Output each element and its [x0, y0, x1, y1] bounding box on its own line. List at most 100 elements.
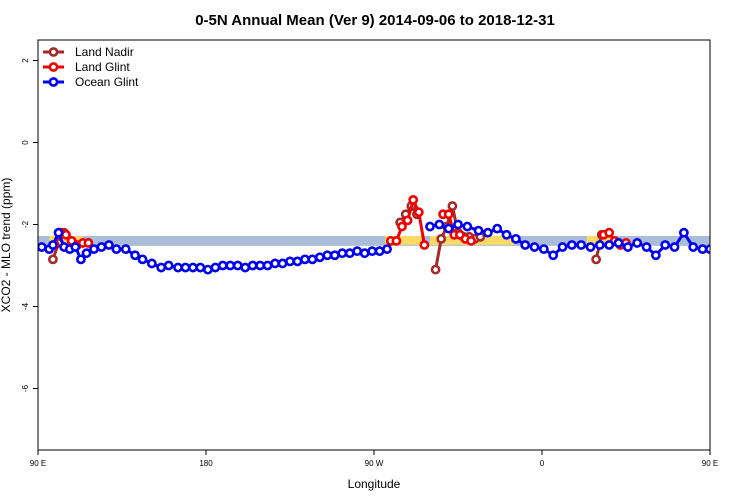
ocean-glint-point — [146, 258, 157, 269]
ocean-glint-point — [163, 260, 174, 271]
y-tick-label: 0 — [21, 140, 30, 145]
ocean-glint-point — [492, 223, 503, 234]
legend-marker — [48, 77, 59, 87]
legend-item-ocean-glint: Ocean Glint — [43, 75, 139, 89]
ocean-glint-point — [225, 260, 236, 271]
ocean-glint-point — [482, 227, 493, 238]
land-glint-point — [83, 238, 94, 248]
ocean-glint-point — [641, 242, 652, 252]
y-axis: 2 0 -2 -4 -6 — [21, 58, 38, 392]
ocean-glint-point — [70, 242, 81, 252]
ocean-glint-point — [382, 244, 392, 254]
ocean-glint-point — [425, 221, 435, 232]
ocean-glint-point — [434, 219, 445, 230]
ocean-glint-point — [277, 258, 288, 269]
land-glint-point — [397, 221, 407, 232]
y-axis-label: XCO2 - MLO trend (ppm) — [0, 178, 13, 313]
ocean-glint-point — [81, 248, 92, 259]
ocean-glint-point — [285, 256, 295, 267]
ocean-glint-point — [669, 242, 680, 252]
land-band-2 — [385, 235, 423, 245]
land-nadir-point — [436, 233, 447, 244]
ocean-glint-point — [104, 240, 114, 250]
legend-item-land-nadir: Land Nadir — [43, 45, 134, 59]
land-glint-point — [413, 207, 424, 218]
y-tick-label: -2 — [21, 220, 30, 228]
ocean-glint-point — [520, 240, 531, 250]
y-tick-label: -4 — [21, 302, 30, 310]
x-tick-label: 180 — [199, 459, 213, 468]
ocean-glint-point — [76, 254, 86, 265]
ocean-glint-point — [156, 262, 167, 273]
ocean-glint-point — [96, 242, 107, 252]
ocean-glint-point — [557, 242, 568, 252]
ocean-glint-point — [585, 242, 596, 252]
ocean-glint-point — [120, 244, 131, 254]
land-nadir-point — [447, 201, 458, 211]
ocean-glint-point — [130, 250, 140, 261]
legend-item-land-glint: Land Glint — [43, 60, 130, 74]
ocean-glint-point — [329, 250, 340, 261]
chart-title: 0-5N Annual Mean (Ver 9) 2014-09-06 to 2… — [195, 12, 555, 29]
land-glint-point — [604, 227, 615, 238]
ocean-glint-point — [650, 250, 661, 261]
land-glint-point — [391, 235, 402, 246]
land-glint-point — [443, 209, 454, 220]
y-tick-label: 2 — [21, 58, 30, 63]
ocean-glint-point — [337, 248, 348, 259]
land-glint-point — [408, 194, 419, 205]
ocean-glint-point — [678, 227, 689, 238]
ocean-glint-point — [48, 240, 58, 250]
land-nadir-line-2 — [398, 204, 419, 224]
ocean-glint-point — [255, 260, 266, 271]
ocean-glint-point — [173, 262, 183, 273]
ocean-glint-point — [292, 256, 303, 267]
ocean-glint-point — [538, 244, 549, 254]
ocean-glint-point — [604, 240, 615, 250]
land-nadir-point — [48, 254, 58, 265]
land-glint-point — [466, 235, 476, 246]
ocean-glint-point — [307, 254, 318, 265]
land-glint-point — [419, 240, 430, 250]
ocean-glint-point — [195, 262, 206, 273]
ocean-glint-point — [501, 229, 512, 240]
ocean-glint-point — [594, 240, 605, 250]
ocean-glint-point — [232, 260, 243, 271]
land-nadir-point — [591, 254, 602, 265]
legend-label: Land Nadir — [75, 45, 134, 59]
x-axis: 90 E 180 90 W 0 90 E — [30, 450, 718, 468]
legend-marker — [48, 62, 59, 72]
ocean-glint-point — [548, 250, 559, 261]
x-tick-label: 0 — [540, 459, 545, 468]
ocean-glint-point — [89, 244, 99, 254]
ocean-glint-point — [705, 244, 710, 254]
ocean-glint-point — [632, 238, 643, 248]
ocean-glint-point — [137, 254, 148, 265]
ocean-glint-point — [53, 227, 64, 238]
ocean-glint-point — [247, 260, 258, 271]
ocean-glint-point — [660, 240, 671, 250]
x-axis-label: Longitude — [348, 477, 401, 491]
ocean-glint-point — [510, 233, 521, 244]
ocean-glint-point — [697, 244, 708, 254]
legend-label: Land Glint — [75, 60, 130, 74]
ocean-glint-point — [217, 260, 228, 271]
ocean-glint-point — [344, 248, 355, 259]
ocean-glint-point — [613, 238, 624, 248]
ocean-glint-point — [352, 246, 363, 257]
ocean-band — [38, 235, 710, 246]
legend-label: Ocean Glint — [75, 75, 139, 89]
ocean-glint-point — [576, 240, 587, 250]
ocean-glint-point — [453, 219, 463, 230]
land-nadir-point — [430, 264, 441, 275]
y-tick-label: -6 — [21, 384, 30, 392]
series-ocean-glint — [38, 219, 710, 275]
ocean-glint-point — [300, 254, 310, 265]
x-tick-label: 90 W — [365, 459, 384, 468]
ocean-glint-point — [210, 262, 221, 273]
ocean-glint-point — [462, 221, 473, 232]
x-tick-label: 90 E — [30, 459, 46, 468]
ocean-glint-point — [180, 262, 191, 273]
